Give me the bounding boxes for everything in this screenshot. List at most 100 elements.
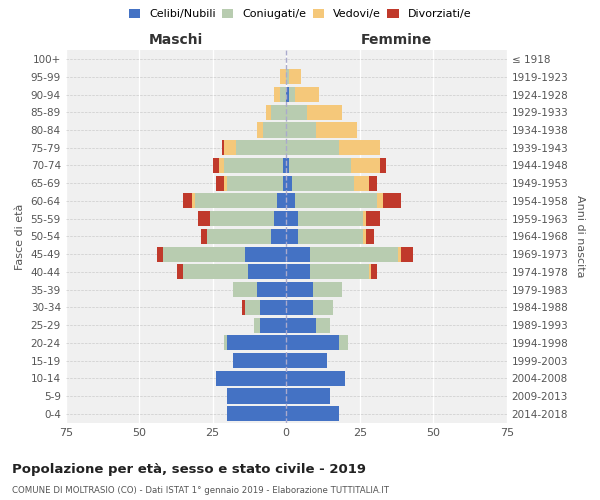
Y-axis label: Fasce di età: Fasce di età xyxy=(15,203,25,270)
Bar xyxy=(286,176,292,190)
Bar xyxy=(271,229,286,244)
Bar xyxy=(380,158,386,173)
Bar xyxy=(286,122,316,138)
Bar xyxy=(286,194,295,208)
Bar xyxy=(368,176,377,190)
Bar xyxy=(289,158,351,173)
Bar xyxy=(286,104,307,120)
Bar xyxy=(286,140,339,156)
Bar xyxy=(224,158,283,173)
Bar xyxy=(286,264,310,280)
Bar xyxy=(365,229,374,244)
Bar xyxy=(192,194,195,208)
Bar xyxy=(298,229,362,244)
Bar xyxy=(271,104,286,120)
Bar xyxy=(210,211,274,226)
Bar xyxy=(377,194,383,208)
Bar xyxy=(316,122,357,138)
Bar xyxy=(286,282,313,297)
Bar xyxy=(233,353,286,368)
Bar xyxy=(351,158,380,173)
Bar xyxy=(286,371,345,386)
Bar xyxy=(354,176,368,190)
Bar xyxy=(286,353,328,368)
Bar xyxy=(362,211,365,226)
Bar xyxy=(398,246,401,262)
Bar xyxy=(292,176,354,190)
Bar xyxy=(260,318,286,332)
Bar xyxy=(257,282,286,297)
Bar xyxy=(233,282,257,297)
Bar xyxy=(198,211,210,226)
Bar xyxy=(310,264,368,280)
Bar xyxy=(227,176,283,190)
Bar xyxy=(286,87,289,102)
Bar xyxy=(286,406,339,421)
Bar xyxy=(286,318,316,332)
Bar xyxy=(280,87,286,102)
Bar xyxy=(183,194,192,208)
Bar xyxy=(227,406,286,421)
Bar xyxy=(227,388,286,404)
Bar xyxy=(183,264,248,280)
Bar xyxy=(368,264,371,280)
Bar xyxy=(260,300,286,315)
Legend: Celibi/Nubili, Coniugati/e, Vedovi/e, Divorziati/e: Celibi/Nubili, Coniugati/e, Vedovi/e, Di… xyxy=(125,6,475,22)
Bar xyxy=(257,122,263,138)
Bar xyxy=(227,336,286,350)
Bar xyxy=(280,69,286,84)
Bar xyxy=(221,140,224,156)
Bar xyxy=(286,158,289,173)
Bar xyxy=(286,69,289,84)
Bar xyxy=(245,246,286,262)
Bar xyxy=(286,300,313,315)
Bar xyxy=(215,176,224,190)
Bar xyxy=(339,140,380,156)
Y-axis label: Anni di nascita: Anni di nascita xyxy=(575,195,585,278)
Bar xyxy=(215,371,286,386)
Bar xyxy=(307,104,342,120)
Bar xyxy=(310,246,398,262)
Bar xyxy=(242,300,245,315)
Bar xyxy=(401,246,413,262)
Bar xyxy=(339,336,348,350)
Bar xyxy=(286,229,298,244)
Bar xyxy=(224,140,236,156)
Bar xyxy=(212,158,218,173)
Bar xyxy=(224,336,227,350)
Bar xyxy=(245,300,260,315)
Bar xyxy=(362,229,365,244)
Bar xyxy=(286,246,310,262)
Bar xyxy=(277,194,286,208)
Bar xyxy=(178,264,183,280)
Bar xyxy=(274,211,286,226)
Bar xyxy=(263,122,286,138)
Bar xyxy=(254,318,260,332)
Bar xyxy=(289,87,295,102)
Bar xyxy=(365,211,380,226)
Bar xyxy=(316,318,331,332)
Bar xyxy=(218,158,224,173)
Bar xyxy=(274,87,280,102)
Bar xyxy=(295,87,319,102)
Bar xyxy=(295,194,377,208)
Bar xyxy=(298,211,362,226)
Bar xyxy=(195,194,277,208)
Bar xyxy=(289,69,301,84)
Bar xyxy=(236,140,286,156)
Bar xyxy=(286,388,331,404)
Bar xyxy=(383,194,401,208)
Bar xyxy=(313,300,333,315)
Bar xyxy=(283,158,286,173)
Text: Popolazione per età, sesso e stato civile - 2019: Popolazione per età, sesso e stato civil… xyxy=(12,462,366,475)
Bar xyxy=(286,211,298,226)
Bar xyxy=(248,264,286,280)
Bar xyxy=(266,104,271,120)
Bar xyxy=(371,264,377,280)
Text: COMUNE DI MOLTRASIO (CO) - Dati ISTAT 1° gennaio 2019 - Elaborazione TUTTITALIA.: COMUNE DI MOLTRASIO (CO) - Dati ISTAT 1°… xyxy=(12,486,389,495)
Bar xyxy=(283,176,286,190)
Bar xyxy=(286,336,339,350)
Bar xyxy=(207,229,271,244)
Bar xyxy=(201,229,207,244)
Bar xyxy=(157,246,163,262)
